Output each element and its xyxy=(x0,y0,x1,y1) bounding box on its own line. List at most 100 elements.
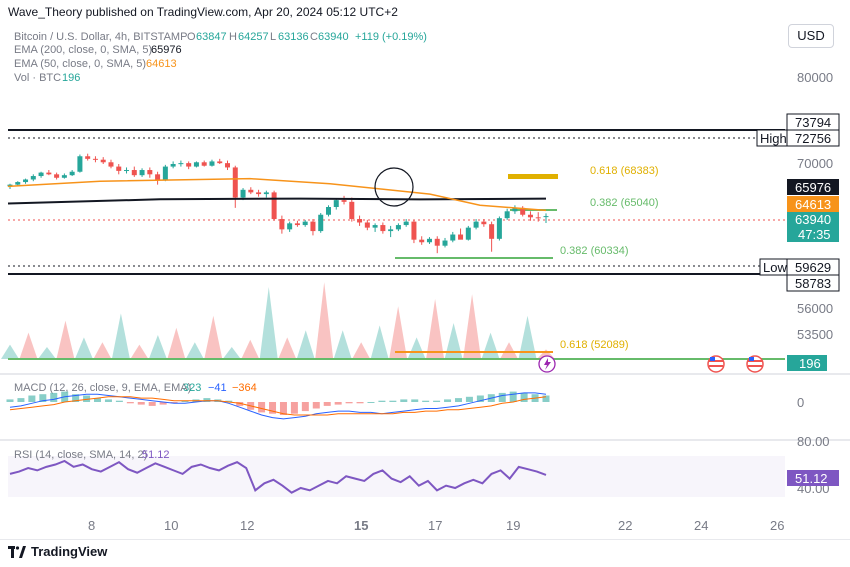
lightning-icon[interactable] xyxy=(538,355,556,373)
macd-bar xyxy=(422,400,430,402)
high-value-box xyxy=(786,129,840,147)
tag-58783: 58783 xyxy=(795,276,831,291)
ohlc-h: H xyxy=(229,31,237,43)
us-flag-icon-2[interactable] xyxy=(746,355,764,373)
candle-body xyxy=(357,219,363,223)
volume-bar xyxy=(56,320,75,359)
rsi-tick-80: 80.00 xyxy=(797,434,830,449)
volume-bar xyxy=(315,282,334,359)
candle-body xyxy=(162,166,168,181)
ema200-legend: EMA (200, close, 0, SMA, 5) xyxy=(14,44,152,56)
volume-series xyxy=(1,282,555,359)
candles xyxy=(7,153,549,254)
candle-body xyxy=(108,162,114,167)
macd-bar xyxy=(258,402,266,413)
macd-bar xyxy=(203,398,211,402)
candle-body xyxy=(201,162,207,166)
ema50-legend-value: 64613 xyxy=(146,58,177,70)
macd-bar xyxy=(290,402,298,414)
crossover-circle xyxy=(374,167,414,207)
tradingview-logo-icon xyxy=(8,545,26,558)
candle-body xyxy=(256,192,262,195)
candle-body xyxy=(372,225,378,228)
macd-bar xyxy=(378,400,386,402)
rsi-legend: RSI (14, close, SMA, 14, 2) xyxy=(14,449,147,461)
macd-bar xyxy=(137,402,145,405)
volume-tag-box xyxy=(787,355,827,371)
volume-bar xyxy=(74,337,93,359)
candle-body xyxy=(403,221,409,226)
candle-body xyxy=(527,214,533,218)
y-tick-80000: 80000 xyxy=(797,70,833,85)
ema50-line xyxy=(7,177,547,212)
fib-618-lower-label: 0.618 (52089) xyxy=(560,339,629,351)
macd-hist-value: 323 xyxy=(183,382,201,394)
candle-body xyxy=(388,229,394,232)
x-tick-label: 17 xyxy=(428,518,442,533)
candle-body xyxy=(318,214,324,232)
candle-body xyxy=(419,239,425,243)
candle-body xyxy=(442,240,448,246)
macd-bar xyxy=(389,400,397,402)
macd-bar xyxy=(39,394,47,402)
volume-bar xyxy=(352,342,371,359)
volume-bar xyxy=(444,323,463,359)
rsi-band xyxy=(8,456,785,497)
volume-bar xyxy=(370,325,389,359)
us-flag-icon[interactable] xyxy=(707,355,725,373)
candle-body xyxy=(411,221,417,240)
volume-bar xyxy=(463,294,482,359)
volume-bar xyxy=(37,347,56,359)
x-tick-label: 12 xyxy=(240,518,254,533)
candle-body xyxy=(287,223,293,230)
candle-body xyxy=(232,167,238,198)
macd-bar xyxy=(312,402,320,409)
macd-bar xyxy=(454,398,462,402)
candle-body xyxy=(543,216,549,218)
macd-bar xyxy=(476,395,484,402)
volume-bar xyxy=(222,347,241,359)
macd-bar xyxy=(411,399,419,402)
candle-body xyxy=(155,174,161,181)
macd-bar xyxy=(225,400,233,402)
macd-bar xyxy=(181,400,189,402)
currency-button[interactable]: USD xyxy=(788,24,834,48)
vol-legend-value: 196 xyxy=(62,72,80,84)
volume-bar xyxy=(1,344,19,359)
tag-73794: 73794 xyxy=(795,115,831,130)
macd-legend: MACD (12, 26, close, 9, EMA, EMA) xyxy=(14,382,191,394)
ema50-tag-box xyxy=(787,196,839,212)
candle-body xyxy=(520,207,526,215)
close-tag: 63940 xyxy=(795,212,831,227)
candle-body xyxy=(209,161,215,166)
candle-body xyxy=(186,163,192,167)
volume-bar xyxy=(278,337,297,359)
candle-body xyxy=(481,221,487,225)
macd-bar xyxy=(498,392,506,402)
candle-body xyxy=(124,170,130,172)
candle-body xyxy=(15,182,21,185)
candle-body xyxy=(69,171,75,176)
published-note: Wave_Theory published on TradingView.com… xyxy=(8,5,398,19)
candle-body xyxy=(61,175,67,178)
macd-bar xyxy=(236,402,244,406)
x-tick-label: 22 xyxy=(618,518,632,533)
rsi-line xyxy=(9,459,547,494)
candle-body xyxy=(294,223,300,226)
rsi-tag: 51.12 xyxy=(795,471,828,486)
ohlc-c: C xyxy=(310,31,318,43)
candle-body xyxy=(458,234,464,240)
volume-bar xyxy=(19,332,38,359)
macd-bar xyxy=(542,395,550,402)
candle-body xyxy=(77,156,83,172)
macd-bar xyxy=(520,392,528,402)
candle-body xyxy=(178,163,184,165)
y-tick-56000: 56000 xyxy=(797,301,833,316)
macd-bar xyxy=(356,402,364,404)
x-tick-label: 24 xyxy=(694,518,708,533)
macd-bar xyxy=(269,402,277,414)
volume-bar xyxy=(389,306,408,359)
ema50-tag: 64613 xyxy=(795,197,831,212)
signal-line xyxy=(9,396,547,416)
volume-bar xyxy=(500,342,519,359)
